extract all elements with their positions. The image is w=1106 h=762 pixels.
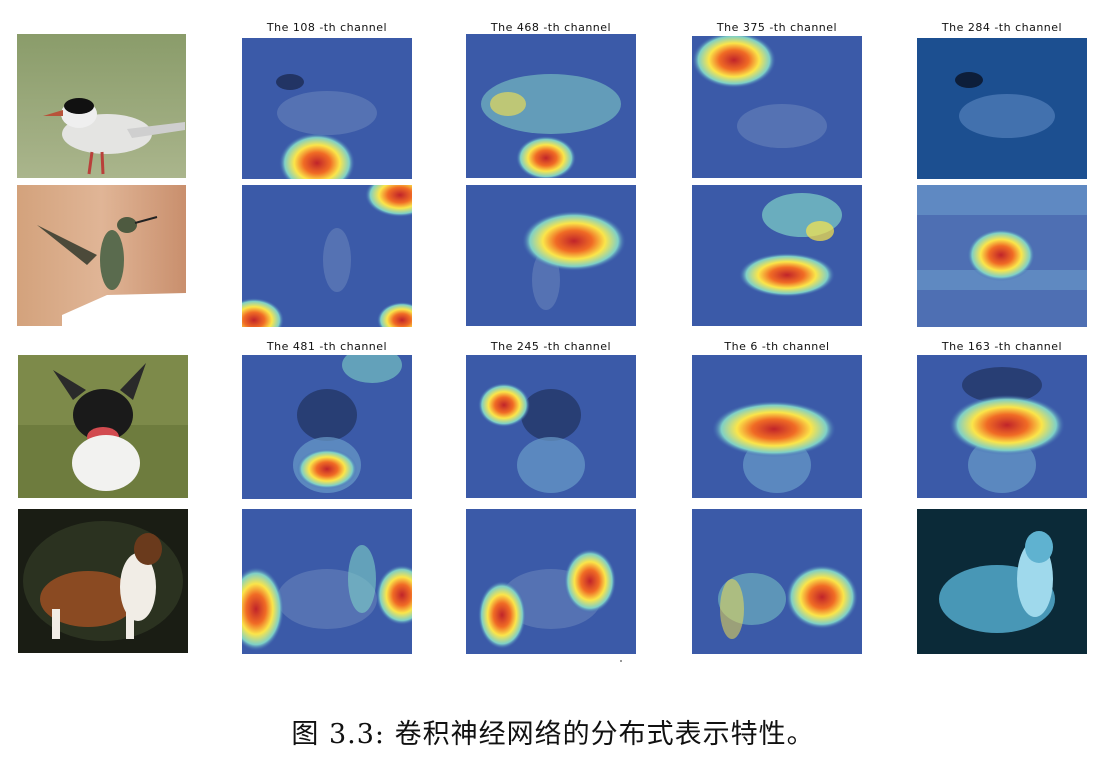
channel-label-284: The 284 -th channel <box>941 21 1063 34</box>
channel-label-245: The 245 -th channel <box>490 340 612 353</box>
collie-heatmap-481 <box>242 509 412 654</box>
tern-heatmap-108 <box>242 38 412 179</box>
collie-heatmap-245 <box>466 509 636 654</box>
stray-dot <box>620 660 622 662</box>
hummingbird-heatmap-468 <box>466 185 636 326</box>
channel-label-375: The 375 -th channel <box>716 21 838 34</box>
hummingbird-heatmap-375 <box>692 185 862 326</box>
channel-label-468: The 468 -th channel <box>490 21 612 34</box>
hummingbird-heatmap-108 <box>242 185 412 327</box>
tern-heatmap-375 <box>692 36 862 178</box>
channel-label-6: The 6 -th channel <box>724 340 830 353</box>
hummingbird-heatmap-284 <box>917 185 1087 327</box>
channel-label-108: The 108 -th channel <box>266 21 388 34</box>
channel-label-163: The 163 -th channel <box>941 340 1063 353</box>
figure-caption: 图 3.3: 卷积神经网络的分布式表示特性。 <box>291 719 815 750</box>
channel-label-481: The 481 -th channel <box>266 340 388 353</box>
collie-heatmap-163 <box>917 509 1087 654</box>
terrier-heatmap-163 <box>917 355 1087 498</box>
tern-heatmap-468 <box>466 34 636 178</box>
tern-original-photo <box>17 34 186 178</box>
terrier-heatmap-245 <box>466 355 636 498</box>
collie-heatmap-6 <box>692 509 862 654</box>
terrier-heatmap-481 <box>242 355 412 499</box>
hummingbird-original-photo <box>17 185 186 326</box>
terrier-heatmap-6 <box>692 355 862 498</box>
terrier-original-photo <box>18 355 188 498</box>
tern-heatmap-284 <box>917 38 1087 179</box>
collie-original-photo <box>18 509 188 653</box>
